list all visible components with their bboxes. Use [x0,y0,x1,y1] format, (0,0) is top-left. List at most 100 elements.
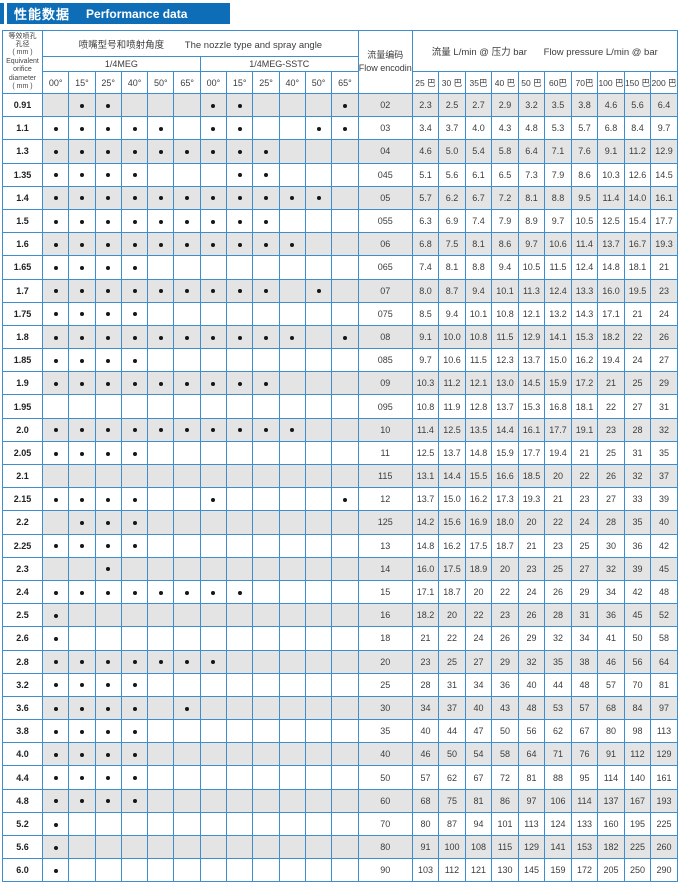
angle-availability-cell [147,695,175,721]
angle-availability-cell [41,116,70,141]
flow-value-cell: 12.1 [464,371,493,396]
angle-availability-cell [68,811,96,837]
flow-value-cell: 43 [491,695,519,721]
flow-encoding-cell: 60 [357,788,413,813]
angle-availability-cell [331,719,359,744]
angle-availability-cell [41,139,70,164]
flow-value-cell: 10.8 [411,394,440,419]
flow-value-cell: 32 [650,417,678,442]
angle-availability-cell [68,487,96,512]
table-row: 2.6 18 21 22 24 26 29 32 34 41 50 58 [2,626,678,651]
availability-dot-icon [185,335,190,340]
flow-encoding-cell: 70 [357,811,413,837]
availability-dot-icon [132,358,137,363]
angle-availability-cell [173,185,201,210]
orifice-diameter-cell: 1.6 [2,232,43,257]
flow-value-cell: 23 [544,533,572,558]
angle-header: 40° [278,71,306,94]
availability-dot-icon [106,173,111,178]
flow-value-cell: 14.4 [438,463,466,489]
angle-availability-cell [147,417,175,442]
header-row-1: 等效喷孔 孔径 ( mm ) Equivalent orifice diamet… [2,30,678,94]
angle-availability-cell [120,811,149,837]
angle-availability-cell [304,649,333,674]
availability-dot-icon [53,428,58,433]
angle-availability-cell [252,417,280,442]
angle-availability-cell [147,371,175,396]
angle-availability-cell [120,579,149,605]
table-row: 2.1 115 13.1 14.4 15.5 16.6 18.5 20 22 26 32 37 [2,463,678,489]
flow-value-cell: 8.9 [517,208,546,234]
flow-value-cell: 25 [544,556,572,581]
flow-value-cell: 225 [650,811,678,837]
angle-availability-cell [199,324,228,350]
angle-availability-cell [331,92,359,118]
availability-dot-icon [106,451,111,456]
angle-availability-cell [304,371,333,396]
angle-availability-cell [278,324,306,350]
flow-value-cell: 62 [438,765,466,790]
flow-value-cell: 26 [650,324,678,350]
flow-value-cell: 71 [544,742,572,767]
pressure-header: 35巴 [464,71,493,94]
angle-availability-cell [226,324,254,350]
flow-value-cell: 15.0 [544,348,572,373]
flow-value-cell: 9.5 [570,185,599,210]
availability-dot-icon [79,335,84,340]
angle-availability-cell [68,834,96,860]
availability-dot-icon [264,428,269,433]
angle-availability-cell [226,440,254,466]
availability-dot-icon [158,219,163,224]
availability-dot-icon [79,660,84,665]
availability-dot-icon [264,289,269,294]
flow-value-cell: 8.6 [570,162,599,187]
angle-availability-cell [278,162,306,187]
angle-availability-cell [199,255,228,280]
availability-dot-icon [264,242,269,247]
flow-value-cell: 62 [544,719,572,744]
flow-value-cell: 64 [517,742,546,767]
flow-value-cell: 6.9 [438,208,466,234]
availability-dot-icon [211,497,216,502]
angle-availability-cell [278,579,306,605]
flow-value-cell: 16.9 [464,510,493,535]
performance-data-table: 等效喷孔 孔径 ( mm ) Equivalent orifice diamet… [2,30,678,883]
angle-availability-cell [147,324,175,350]
availability-dot-icon [185,660,190,665]
angle-availability-cell [94,92,122,118]
availability-dot-icon [185,428,190,433]
flow-value-cell: 153 [570,834,599,860]
availability-dot-icon [211,428,216,433]
availability-dot-icon [132,799,137,804]
flow-value-cell: 5.6 [623,92,652,118]
orifice-header-line: ( mm ) [12,49,33,57]
flow-value-cell: 13.7 [597,232,625,257]
flow-value-cell: 14.5 [650,162,678,187]
table-row: 2.05 11 12.5 13.7 14.8 15.9 17.7 19.4 21 25 31 35 [2,440,678,466]
flow-value-cell: 35 [544,649,572,674]
angle-availability-cell [252,394,280,419]
flow-value-cell: 8.1 [517,185,546,210]
angle-availability-cell [304,278,333,303]
angle-availability-cell [304,626,333,651]
angle-availability-cell [173,649,201,674]
angle-availability-cell [331,834,359,860]
flow-value-cell: 28 [544,603,572,628]
angle-availability-cell [147,232,175,257]
flow-value-cell: 22 [464,603,493,628]
angle-availability-cell [147,765,175,790]
flow-value-cell: 39 [650,487,678,512]
angle-availability-cell [278,858,306,883]
angle-availability-cell [331,232,359,257]
angle-availability-cell [41,371,70,396]
angle-availability-cell [199,742,228,767]
availability-dot-icon [53,544,58,549]
angle-availability-cell [94,139,122,164]
flow-value-cell: 10.6 [544,232,572,257]
flow-value-cell: 3.5 [544,92,572,118]
angle-availability-cell [173,626,201,651]
angle-availability-cell [147,185,175,210]
angle-availability-cell [278,788,306,813]
angle-availability-cell [252,765,280,790]
angle-availability-cell [226,579,254,605]
